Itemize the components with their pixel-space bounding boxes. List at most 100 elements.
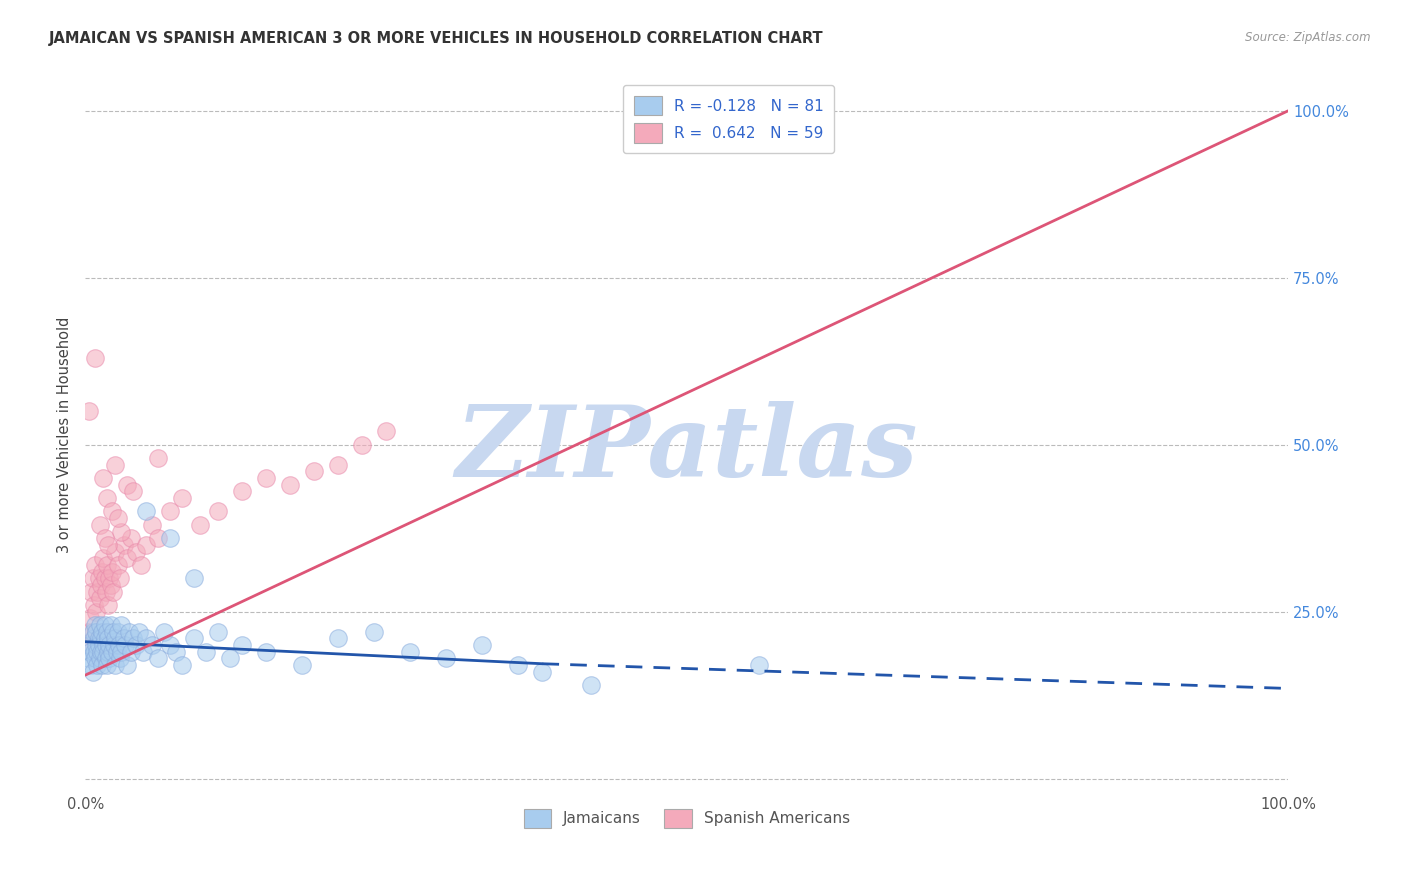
Point (110, 645, 132, 659)
Point (76, 651, 98, 665)
Point (434, 651, 457, 665)
Point (89, 618, 111, 632)
Point (101, 645, 124, 659)
Point (84, 624, 107, 639)
Point (107, 624, 129, 639)
Point (90, 578, 112, 592)
Point (98, 638, 121, 652)
Point (93, 638, 115, 652)
Point (132, 645, 155, 659)
Point (83, 632, 105, 646)
Point (326, 632, 349, 646)
Legend: Jamaicans, Spanish Americans: Jamaicans, Spanish Americans (517, 803, 856, 834)
Point (83, 598, 105, 612)
Point (278, 477, 301, 491)
Point (86, 645, 108, 659)
Point (218, 651, 240, 665)
Point (83, 645, 105, 659)
Point (101, 584, 124, 599)
Point (98, 571, 121, 585)
Text: ZIPatlas: ZIPatlas (456, 401, 918, 497)
Point (84, 651, 107, 665)
Y-axis label: 3 or more Vehicles in Household: 3 or more Vehicles in Household (58, 317, 72, 553)
Point (471, 638, 494, 652)
Point (170, 658, 193, 673)
Point (146, 531, 169, 545)
Point (96, 624, 118, 639)
Point (254, 471, 277, 485)
Point (112, 632, 135, 646)
Point (579, 678, 602, 692)
Text: Source: ZipAtlas.com: Source: ZipAtlas.com (1246, 31, 1371, 45)
Point (89, 651, 111, 665)
Point (97, 598, 120, 612)
Point (326, 458, 349, 472)
Point (117, 477, 139, 491)
Point (129, 558, 152, 572)
Point (98, 651, 121, 665)
Point (170, 491, 193, 505)
Point (110, 571, 132, 585)
Point (125, 544, 148, 558)
Point (86, 584, 108, 599)
Point (146, 451, 169, 466)
Point (87, 571, 110, 585)
Point (93, 551, 115, 566)
Point (748, 658, 770, 673)
Point (110, 651, 132, 665)
Point (89, 591, 111, 606)
Point (79, 611, 101, 625)
Point (93, 531, 115, 545)
Point (152, 624, 174, 639)
Point (94, 584, 117, 599)
Point (84, 618, 107, 632)
Point (101, 624, 124, 639)
Point (107, 511, 129, 525)
Point (141, 517, 163, 532)
Point (104, 632, 127, 646)
Point (96, 558, 118, 572)
Point (101, 565, 124, 579)
Point (120, 645, 142, 659)
Point (93, 645, 115, 659)
Point (128, 624, 150, 639)
Point (80, 658, 103, 673)
Point (97, 645, 120, 659)
Point (91, 624, 114, 639)
Point (90, 645, 112, 659)
Point (375, 425, 398, 439)
Point (207, 504, 229, 518)
Point (118, 624, 141, 639)
Point (117, 658, 139, 673)
Text: JAMAICAN VS SPANISH AMERICAN 3 OR MORE VEHICLES IN HOUSEHOLD CORRELATION CHART: JAMAICAN VS SPANISH AMERICAN 3 OR MORE V… (49, 31, 824, 46)
Point (82, 571, 104, 585)
Point (207, 624, 229, 639)
Point (89, 517, 111, 532)
Point (87, 632, 110, 646)
Point (97, 632, 120, 646)
Point (93, 571, 115, 585)
Point (254, 645, 277, 659)
Point (302, 465, 325, 479)
Point (93, 618, 115, 632)
Point (94, 651, 117, 665)
Point (84, 351, 107, 365)
Point (125, 638, 148, 652)
Point (82, 624, 104, 639)
Point (104, 658, 127, 673)
Point (80, 638, 103, 652)
Point (77, 404, 100, 418)
Point (104, 544, 127, 558)
Point (188, 517, 211, 532)
Point (107, 558, 129, 572)
Point (120, 531, 142, 545)
Point (141, 638, 163, 652)
Point (114, 638, 136, 652)
Point (159, 531, 181, 545)
Point (231, 638, 253, 652)
Point (531, 665, 554, 679)
Point (183, 632, 205, 646)
Point (231, 484, 253, 499)
Point (399, 645, 422, 659)
Point (84, 558, 107, 572)
